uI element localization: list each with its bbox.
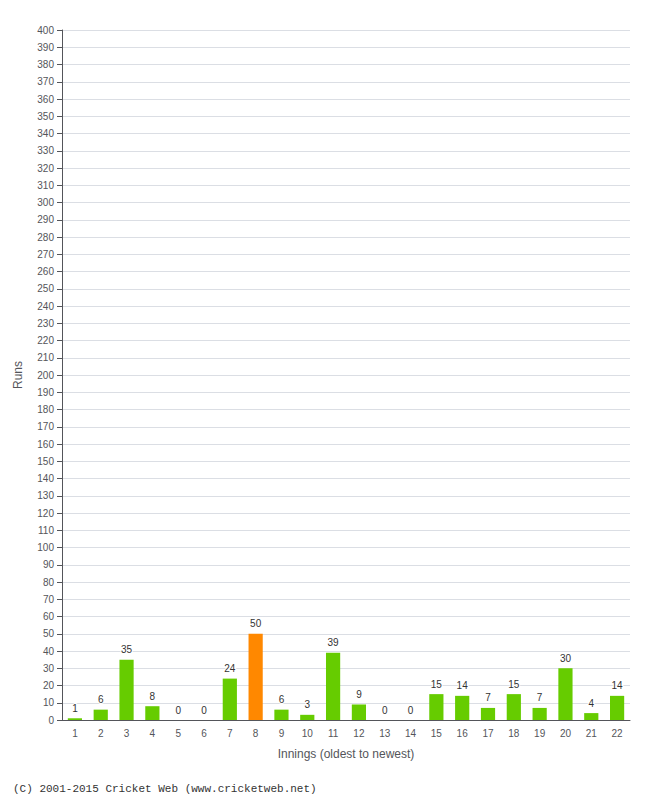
svg-text:(C) 2001-2015 Cricket Web (www: (C) 2001-2015 Cricket Web (www.cricketwe…: [13, 783, 317, 795]
svg-text:350: 350: [37, 111, 54, 122]
svg-text:30: 30: [43, 663, 55, 674]
svg-text:250: 250: [37, 283, 54, 294]
svg-text:4: 4: [588, 698, 594, 709]
svg-text:3: 3: [304, 699, 310, 710]
svg-text:90: 90: [43, 559, 55, 570]
svg-text:40: 40: [43, 646, 55, 657]
svg-text:210: 210: [37, 352, 54, 363]
svg-text:270: 270: [37, 249, 54, 260]
svg-text:30: 30: [560, 653, 572, 664]
svg-text:180: 180: [37, 404, 54, 415]
svg-text:310: 310: [37, 180, 54, 191]
svg-text:6: 6: [279, 694, 285, 705]
svg-text:0: 0: [201, 705, 207, 716]
svg-text:150: 150: [37, 456, 54, 467]
svg-text:360: 360: [37, 94, 54, 105]
svg-text:8: 8: [253, 728, 259, 739]
svg-text:14: 14: [405, 728, 417, 739]
svg-text:280: 280: [37, 232, 54, 243]
svg-text:140: 140: [37, 473, 54, 484]
svg-text:300: 300: [37, 197, 54, 208]
svg-text:7: 7: [485, 692, 491, 703]
svg-text:60: 60: [43, 611, 55, 622]
svg-text:19: 19: [534, 728, 546, 739]
svg-text:10: 10: [43, 697, 55, 708]
svg-text:10: 10: [302, 728, 314, 739]
svg-text:21: 21: [586, 728, 598, 739]
svg-text:70: 70: [43, 594, 55, 605]
svg-text:200: 200: [37, 370, 54, 381]
svg-text:13: 13: [379, 728, 391, 739]
svg-text:18: 18: [508, 728, 520, 739]
svg-text:15: 15: [431, 728, 443, 739]
svg-text:7: 7: [227, 728, 233, 739]
svg-text:320: 320: [37, 163, 54, 174]
svg-text:14: 14: [612, 680, 624, 691]
svg-text:240: 240: [37, 301, 54, 312]
svg-text:8: 8: [150, 691, 156, 702]
svg-text:17: 17: [482, 728, 494, 739]
svg-text:100: 100: [37, 542, 54, 553]
svg-text:16: 16: [457, 728, 469, 739]
svg-text:120: 120: [37, 508, 54, 519]
svg-text:20: 20: [560, 728, 572, 739]
svg-text:2: 2: [98, 728, 104, 739]
svg-text:0: 0: [175, 705, 181, 716]
svg-text:220: 220: [37, 335, 54, 346]
svg-text:1: 1: [72, 728, 78, 739]
svg-text:12: 12: [353, 728, 365, 739]
svg-text:330: 330: [37, 145, 54, 156]
svg-text:260: 260: [37, 266, 54, 277]
svg-text:370: 370: [37, 76, 54, 87]
svg-text:3: 3: [124, 728, 130, 739]
svg-text:400: 400: [37, 25, 54, 36]
svg-text:7: 7: [537, 692, 543, 703]
svg-text:170: 170: [37, 421, 54, 432]
svg-text:20: 20: [43, 680, 55, 691]
svg-text:15: 15: [508, 679, 520, 690]
svg-text:130: 130: [37, 490, 54, 501]
svg-text:50: 50: [250, 618, 262, 629]
svg-text:11: 11: [328, 728, 339, 739]
svg-text:Innings (oldest to newest): Innings (oldest to newest): [278, 747, 415, 761]
svg-text:50: 50: [43, 628, 55, 639]
svg-text:9: 9: [356, 689, 362, 700]
svg-text:35: 35: [121, 644, 133, 655]
svg-text:290: 290: [37, 214, 54, 225]
svg-text:0: 0: [408, 705, 414, 716]
svg-text:9: 9: [279, 728, 285, 739]
svg-text:Runs: Runs: [11, 361, 25, 389]
svg-text:6: 6: [201, 728, 207, 739]
svg-text:39: 39: [328, 637, 340, 648]
svg-text:0: 0: [48, 715, 54, 726]
svg-text:190: 190: [37, 387, 54, 398]
svg-text:14: 14: [457, 680, 469, 691]
svg-text:110: 110: [38, 525, 54, 536]
svg-text:230: 230: [37, 318, 54, 329]
svg-text:22: 22: [612, 728, 624, 739]
svg-text:4: 4: [150, 728, 156, 739]
svg-text:5: 5: [175, 728, 181, 739]
svg-text:160: 160: [37, 439, 54, 450]
svg-text:15: 15: [431, 679, 443, 690]
svg-text:0: 0: [382, 705, 388, 716]
svg-text:1: 1: [72, 703, 78, 714]
svg-text:390: 390: [37, 42, 54, 53]
svg-text:340: 340: [37, 128, 54, 139]
svg-text:6: 6: [98, 694, 104, 705]
svg-text:24: 24: [224, 663, 236, 674]
svg-text:380: 380: [37, 59, 54, 70]
svg-text:80: 80: [43, 577, 55, 588]
